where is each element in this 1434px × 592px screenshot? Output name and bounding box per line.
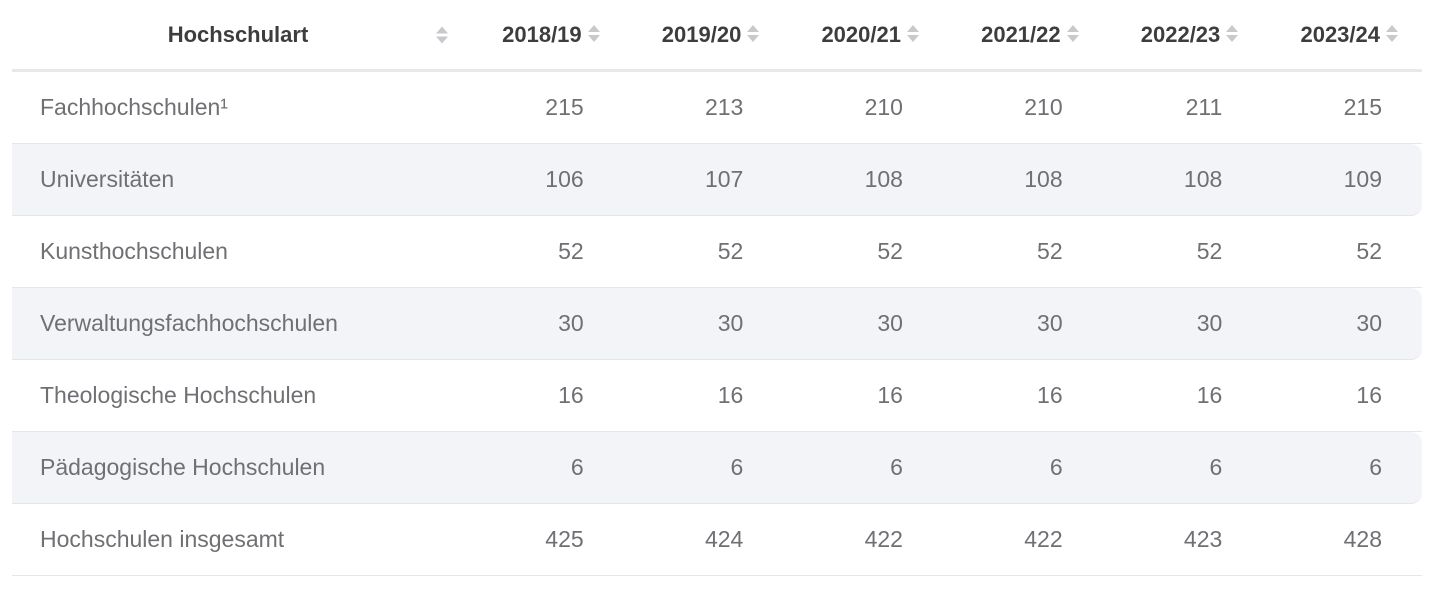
cell-value: 52 [1262,216,1422,288]
column-header-label: 2018/19 [502,21,582,47]
cell-value: 6 [623,432,784,504]
row-label: Universitäten [12,144,464,216]
sort-descending-arrow-icon [1386,35,1398,43]
cell-value: 108 [783,144,943,216]
row-label: Hochschulen insgesamt [12,504,464,576]
column-header-2022-23[interactable]: 2022/23 [1102,0,1263,72]
cell-value: 423 [1102,504,1263,576]
sort-icon[interactable] [587,25,600,43]
cell-value: 6 [464,432,624,504]
column-header-label: 2022/23 [1140,21,1221,47]
table-body: Fachhochschulen¹ 215 213 210 210 211 215 Univer… [12,72,1422,576]
data-table: Hochschulart 2018/19 2019/20 2020/21 2021/22… [12,0,1422,576]
sort-icon[interactable] [1226,25,1239,43]
column-header-2018-19[interactable]: 2018/19 [464,0,624,72]
table-row: Fachhochschulen¹ 215 213 210 210 211 215 [12,72,1422,144]
cell-value: 16 [783,360,943,432]
cell-value: 16 [464,360,624,432]
cell-value: 107 [623,144,784,216]
sort-icon[interactable] [1386,25,1398,43]
cell-value: 6 [1262,432,1422,504]
cell-value: 52 [1102,216,1263,288]
sort-ascending-arrow-icon [1066,25,1079,33]
cell-value: 425 [464,504,624,576]
cell-value: 16 [623,360,784,432]
cell-value: 109 [1262,144,1422,216]
column-header-label: 2019/20 [661,21,742,47]
table-row: Hochschulen insgesamt 425 424 422 422 423 428 [12,504,1422,576]
column-header-2019-20[interactable]: 2019/20 [623,0,784,72]
cell-value: 422 [942,504,1103,576]
cell-value: 16 [1262,360,1422,432]
row-label: Kunsthochschulen [12,216,464,288]
cell-value: 215 [1262,72,1422,144]
data-table-container: Hochschulart 2018/19 2019/20 2020/21 2021/22… [12,0,1434,576]
cell-value: 16 [942,360,1103,432]
sort-ascending-arrow-icon [747,25,760,33]
cell-value: 210 [783,72,943,144]
column-header-label: Hochschulart [167,21,309,47]
column-header-label: 2021/22 [981,21,1061,47]
row-label: Verwaltungsfachhochschulen [12,288,464,360]
cell-value: 6 [942,432,1103,504]
column-header-2023-24[interactable]: 2023/24 [1262,0,1422,72]
cell-value: 52 [942,216,1103,288]
column-header-label: 2020/21 [821,21,901,47]
cell-value: 428 [1262,504,1422,576]
cell-value: 213 [623,72,784,144]
cell-value: 106 [464,144,624,216]
cell-value: 108 [1102,144,1263,216]
cell-value: 30 [623,288,784,360]
row-label: Fachhochschulen¹ [12,72,464,144]
table-row: Universitäten 106 107 108 108 108 109 [12,144,1422,216]
cell-value: 6 [783,432,943,504]
sort-icon[interactable] [906,25,919,43]
header-row: Hochschulart 2018/19 2019/20 2020/21 2021/22… [12,0,1422,72]
sort-ascending-arrow-icon [1226,25,1239,33]
column-header-label: 2023/24 [1300,21,1380,47]
column-header-2020-21[interactable]: 2020/21 [783,0,943,72]
sort-icon[interactable] [436,26,448,43]
sort-ascending-arrow-icon [587,25,600,33]
cell-value: 210 [942,72,1103,144]
cell-value: 30 [1262,288,1422,360]
table-row: Pädagogische Hochschulen 6 6 6 6 6 6 [12,432,1422,504]
cell-value: 422 [783,504,943,576]
column-header-hochschulart[interactable]: Hochschulart [12,0,464,72]
sort-ascending-arrow-icon [906,25,919,33]
row-label: Pädagogische Hochschulen [12,432,464,504]
cell-value: 52 [623,216,784,288]
cell-value: 211 [1102,72,1263,144]
cell-value: 424 [623,504,784,576]
cell-value: 30 [783,288,943,360]
cell-value: 30 [942,288,1103,360]
sort-ascending-arrow-icon [1386,25,1398,33]
cell-value: 108 [942,144,1103,216]
sort-descending-arrow-icon [906,35,919,43]
scroll-fade-overlay [1420,70,1434,560]
sort-icon[interactable] [1066,25,1079,43]
sort-descending-arrow-icon [747,35,760,43]
cell-value: 52 [783,216,943,288]
row-label: Theologische Hochschulen [12,360,464,432]
table-header: Hochschulart 2018/19 2019/20 2020/21 2021/22… [12,0,1422,72]
cell-value: 16 [1102,360,1263,432]
sort-icon[interactable] [747,25,760,43]
cell-value: 6 [1102,432,1263,504]
cell-value: 30 [464,288,624,360]
sort-descending-arrow-icon [587,35,600,43]
sort-ascending-arrow-icon [436,26,448,33]
cell-value: 215 [464,72,624,144]
table-row: Kunsthochschulen 52 52 52 52 52 52 [12,216,1422,288]
sort-descending-arrow-icon [1226,35,1239,43]
sort-descending-arrow-icon [1066,35,1079,43]
cell-value: 30 [1102,288,1263,360]
table-row: Theologische Hochschulen 16 16 16 16 16 16 [12,360,1422,432]
table-row: Verwaltungsfachhochschulen 30 30 30 30 30 30 [12,288,1422,360]
cell-value: 52 [464,216,624,288]
sort-descending-arrow-icon [436,36,448,43]
column-header-2021-22[interactable]: 2021/22 [942,0,1103,72]
